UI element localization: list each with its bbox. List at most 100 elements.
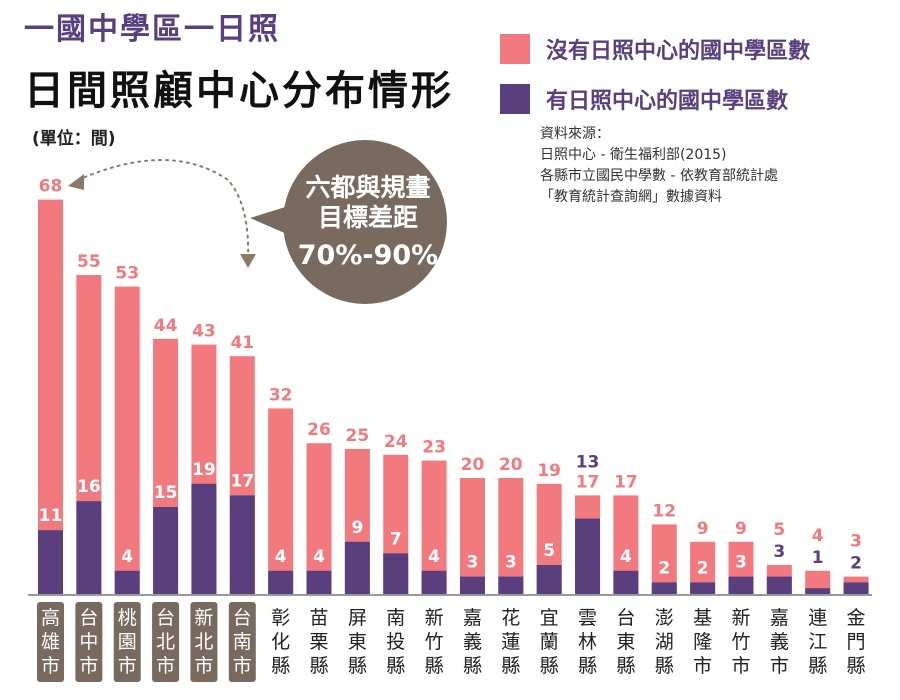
data-label-with: 19 xyxy=(192,460,216,480)
category-label-char: 苗 xyxy=(310,607,329,629)
category-label-char: 縣 xyxy=(271,655,290,677)
data-label-with: 7 xyxy=(390,529,402,549)
data-label-without: 9 xyxy=(697,519,709,539)
category-label-char: 義 xyxy=(770,631,789,653)
bar-without xyxy=(498,478,524,594)
bar-without xyxy=(38,199,63,594)
bar-with xyxy=(575,518,601,594)
bar-with xyxy=(306,570,332,594)
category-label-char: 雲 xyxy=(578,607,597,629)
category-label-char: 嘉 xyxy=(770,607,789,629)
bar-with xyxy=(268,570,294,594)
data-label-with: 4 xyxy=(428,547,440,567)
bar-with xyxy=(536,565,562,594)
data-label-with: 2 xyxy=(697,558,709,578)
source-line: 日照中心 - 衛生福利部(2015) xyxy=(540,147,727,163)
callout-text: 目標差距 xyxy=(318,203,418,232)
category-label-char: 縣 xyxy=(463,655,482,677)
data-label-with: 4 xyxy=(313,547,325,567)
data-label-with: 11 xyxy=(39,506,63,526)
category-label-char: 縣 xyxy=(425,655,444,677)
dotted-arrow-arc xyxy=(77,159,250,261)
category-label-char: 化 xyxy=(271,631,290,653)
category-label-char: 新 xyxy=(425,607,444,629)
category-label-char: 縣 xyxy=(847,655,866,677)
data-label-without: 44 xyxy=(154,316,178,336)
data-label-with: 3 xyxy=(467,553,479,573)
category-label-char: 宜 xyxy=(540,607,559,629)
bar-with xyxy=(229,495,255,594)
data-label-with: 3 xyxy=(735,553,747,573)
bar-with xyxy=(76,501,102,594)
data-label-with: 4 xyxy=(275,547,287,567)
data-label-with: 2 xyxy=(658,558,670,578)
category-label-char: 園 xyxy=(118,631,137,653)
data-label-without: 17 xyxy=(576,472,600,492)
category-label-char: 花 xyxy=(501,607,520,629)
category-label-char: 江 xyxy=(808,631,827,653)
callout-bubble xyxy=(283,140,447,304)
data-label-without: 53 xyxy=(115,264,139,284)
category-label-char: 北 xyxy=(156,631,175,653)
category-label-char: 新 xyxy=(194,607,213,629)
category-label-char: 蓮 xyxy=(501,631,520,653)
data-label-with: 4 xyxy=(121,547,133,567)
category-label-highlight xyxy=(152,602,180,682)
category-label-char: 市 xyxy=(770,655,789,677)
data-label-without: 24 xyxy=(384,432,408,452)
data-label-with: 2 xyxy=(850,554,862,574)
data-label-with: 4 xyxy=(620,547,632,567)
category-label-char: 栗 xyxy=(310,631,329,653)
source-line: 資料來源： xyxy=(540,126,610,142)
category-label-char: 義 xyxy=(463,631,482,653)
data-label-without: 5 xyxy=(773,520,785,540)
category-label-char: 台 xyxy=(233,607,252,629)
category-label-char: 隆 xyxy=(693,631,712,653)
category-label-char: 台 xyxy=(79,607,98,629)
bar-without xyxy=(268,408,294,594)
data-label-without: 3 xyxy=(850,532,862,552)
category-label-char: 澎 xyxy=(655,607,674,629)
bar-with xyxy=(498,576,524,594)
category-label-char: 市 xyxy=(118,655,137,677)
category-label-char: 縣 xyxy=(540,655,559,677)
callout-text: 70%-90% xyxy=(298,240,438,271)
data-label-with: 3 xyxy=(773,542,785,562)
category-label-char: 市 xyxy=(693,655,712,677)
bar-with xyxy=(805,588,831,594)
data-label-without: 4 xyxy=(812,526,824,546)
data-label-with: 3 xyxy=(505,553,517,573)
bar-without xyxy=(306,443,332,594)
data-label-without: 23 xyxy=(422,438,446,458)
chart-title-line2: 日間照顧中心分布情形 xyxy=(24,68,454,114)
data-label-without: 17 xyxy=(614,472,638,492)
category-label-char: 市 xyxy=(233,655,252,677)
data-label-without: 41 xyxy=(230,333,254,353)
category-label-char: 北 xyxy=(194,631,213,653)
category-label-char: 嘉 xyxy=(463,607,482,629)
category-label-char: 林 xyxy=(578,631,597,653)
bar-with xyxy=(766,576,792,594)
category-label-char: 縣 xyxy=(386,655,405,677)
data-label-without: 25 xyxy=(346,426,370,446)
data-label-with: 1 xyxy=(812,548,824,568)
category-label-char: 竹 xyxy=(425,631,444,653)
legend-swatch-with xyxy=(500,84,530,114)
source-note: 資料來源： 日照中心 - 衛生福利部(2015) 各縣市立國民中學數 - 依教育… xyxy=(540,124,778,208)
category-label-char: 門 xyxy=(847,631,866,653)
category-label-char: 新 xyxy=(731,607,750,629)
callout-text: 六都與規畫 xyxy=(305,173,430,202)
data-label-without: 43 xyxy=(192,322,216,342)
category-label-char: 東 xyxy=(616,631,635,653)
category-label-highlight xyxy=(113,602,141,682)
bar-with xyxy=(344,541,370,594)
data-label-without: 9 xyxy=(735,519,747,539)
category-label-char: 投 xyxy=(386,631,405,653)
legend: 沒有日照中心的國中學區數 有日照中心的國中學區數 xyxy=(500,24,810,124)
data-label-with: 13 xyxy=(576,452,600,472)
data-label-with: 16 xyxy=(77,477,101,497)
bar-with xyxy=(383,553,409,594)
chart-title-line1: 一國中學區一日照 xyxy=(24,12,280,47)
